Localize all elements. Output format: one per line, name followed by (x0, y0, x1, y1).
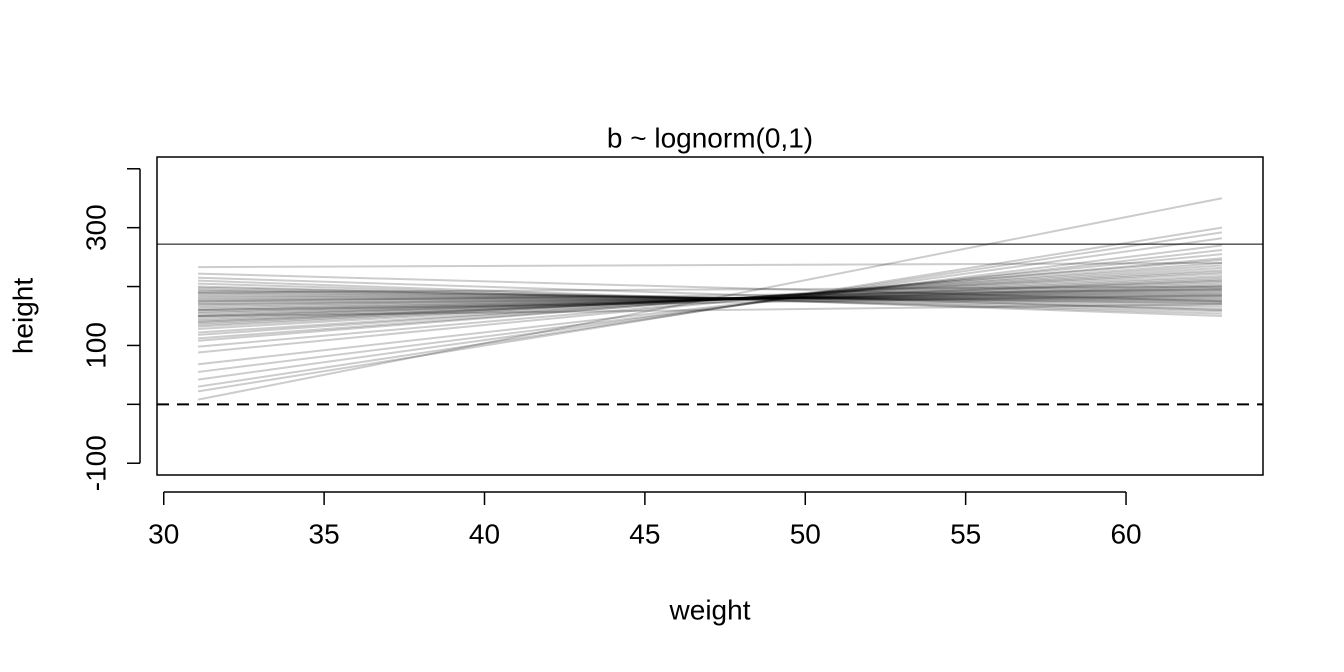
prior-line (198, 286, 1222, 310)
prior-line (197, 244, 1223, 373)
prior-line (198, 274, 1222, 325)
prior-line (198, 276, 1222, 323)
prior-line (197, 257, 1223, 348)
prior-line (197, 237, 1223, 381)
prior-line (198, 294, 1222, 303)
prior-line (198, 289, 1222, 310)
prior-line (198, 291, 1222, 307)
x-tick-label: 35 (309, 518, 340, 549)
prior-line (198, 282, 1222, 317)
prior-line (197, 231, 1223, 388)
prior-line (198, 293, 1222, 305)
prior-line (198, 285, 1222, 315)
y-tick-label: 300 (80, 204, 111, 251)
prior-line (198, 303, 1222, 317)
prior-line (198, 294, 1222, 312)
prior-line (197, 266, 1223, 334)
prior-line (197, 226, 1223, 393)
x-tick-label: 60 (1110, 518, 1141, 549)
prior-line (198, 295, 1222, 301)
prior-line (198, 280, 1222, 319)
prior-line (197, 197, 1223, 401)
prior-line (198, 284, 1222, 316)
prior-line (197, 262, 1223, 340)
prior-line (198, 292, 1222, 306)
prior-line (198, 285, 1222, 313)
prior-line (198, 276, 1222, 312)
x-tick-label: 40 (469, 518, 500, 549)
prior-line (198, 279, 1222, 320)
prior-line (198, 294, 1222, 302)
prior-line (198, 262, 1222, 269)
x-tick-label: 30 (148, 518, 179, 549)
y-tick-label: 100 (80, 322, 111, 369)
x-tick-label: 45 (629, 518, 660, 549)
prior-line (198, 285, 1222, 294)
prior-line (198, 286, 1222, 313)
prior-line (197, 264, 1223, 336)
prior-line (198, 292, 1222, 303)
prior-line (198, 288, 1222, 308)
prior-line (198, 289, 1222, 306)
prior-line (197, 259, 1223, 342)
prior-line (198, 290, 1222, 309)
prior-line (198, 279, 1222, 317)
prior-line (198, 272, 1222, 326)
y-axis-label: height (7, 278, 38, 355)
prior-line (198, 269, 1222, 330)
prior-line (198, 296, 1222, 301)
x-tick-label: 50 (790, 518, 821, 549)
x-axis-label: weight (669, 594, 751, 625)
chart-title: b ~ lognorm(0,1) (607, 122, 813, 153)
prior-line (198, 291, 1222, 305)
prior-line (198, 287, 1222, 312)
prior-line (197, 253, 1223, 354)
y-tick-label: -100 (80, 435, 111, 491)
prior-line (198, 272, 1222, 303)
prior-line (198, 278, 1222, 322)
prior-line (198, 282, 1222, 315)
plot-frame (156, 156, 1264, 476)
x-tick-label: 55 (950, 518, 981, 549)
prior-line (198, 270, 1222, 328)
prior-line (197, 249, 1223, 366)
prior-line (198, 288, 1222, 303)
